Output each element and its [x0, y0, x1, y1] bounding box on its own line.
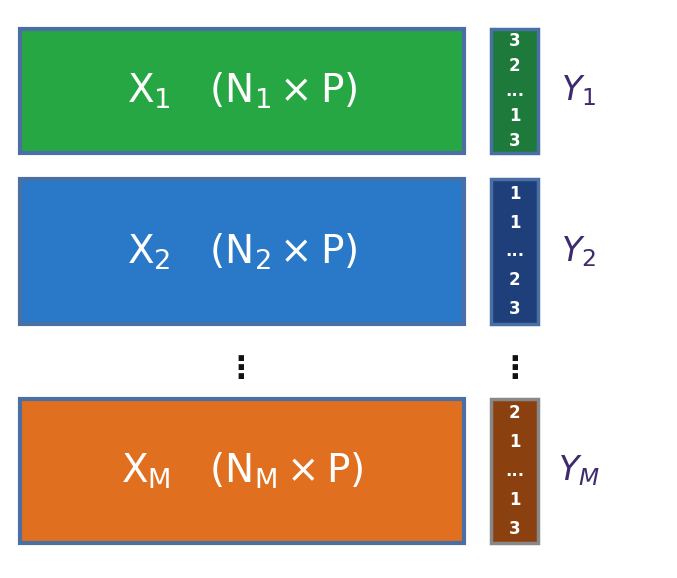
FancyBboxPatch shape: [491, 29, 538, 153]
FancyBboxPatch shape: [491, 179, 538, 324]
Text: 3: 3: [508, 132, 521, 150]
Text: 1: 1: [509, 491, 520, 509]
Text: ⋮: ⋮: [499, 355, 530, 384]
FancyBboxPatch shape: [20, 179, 464, 324]
Text: 3: 3: [508, 32, 521, 50]
Text: 2: 2: [508, 57, 521, 75]
Text: $\mathsf{X_{2}}$   $\mathsf{(N_{2} \times P)}$: $\mathsf{X_{2}}$ $\mathsf{(N_{2} \times …: [127, 231, 357, 272]
Text: ⋮: ⋮: [225, 355, 256, 384]
Text: ...: ...: [505, 82, 524, 100]
Text: 3: 3: [508, 300, 521, 318]
Text: 1: 1: [509, 433, 520, 451]
Text: ...: ...: [505, 242, 524, 261]
Text: 1: 1: [509, 184, 520, 203]
Text: 3: 3: [508, 520, 521, 538]
Text: 2: 2: [508, 271, 521, 290]
Text: $Y_{1}$: $Y_{1}$: [561, 73, 596, 108]
Text: $\mathsf{X_{M}}$   $\mathsf{(N_{M} \times P)}$: $\mathsf{X_{M}}$ $\mathsf{(N_{M} \times …: [121, 451, 364, 491]
Text: $Y_{M}$: $Y_{M}$: [558, 454, 600, 488]
FancyBboxPatch shape: [20, 29, 464, 153]
Text: $\mathsf{X_{1}}$   $\mathsf{(N_{1} \times P)}$: $\mathsf{X_{1}}$ $\mathsf{(N_{1} \times …: [127, 71, 357, 111]
FancyBboxPatch shape: [20, 399, 464, 543]
Text: 1: 1: [509, 213, 520, 232]
Text: ...: ...: [505, 462, 524, 480]
FancyBboxPatch shape: [491, 399, 538, 543]
Text: 2: 2: [508, 404, 521, 423]
Text: 1: 1: [509, 107, 520, 125]
Text: $Y_{2}$: $Y_{2}$: [561, 234, 596, 269]
